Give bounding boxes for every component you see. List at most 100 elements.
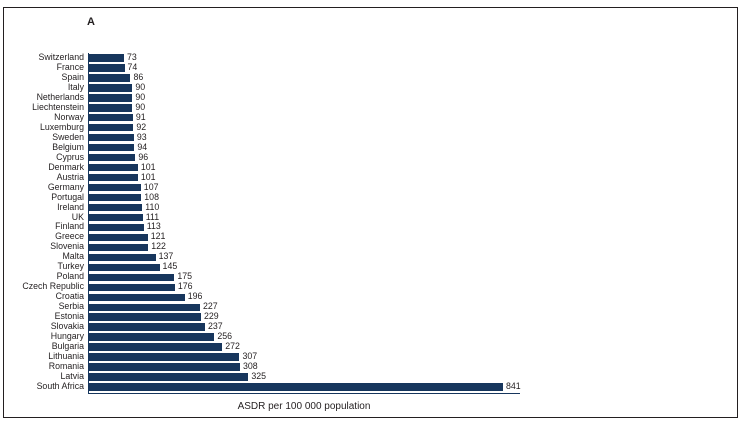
bar-row: Austria 101: [4, 171, 744, 183]
category-label: Germany: [47, 181, 84, 192]
bar-row: Bulgaria 272: [4, 341, 744, 352]
category-label: Bulgaria: [51, 341, 84, 352]
value-label: 93: [136, 131, 147, 142]
bar: [88, 94, 133, 102]
bar: [88, 253, 156, 262]
value-label: 111: [145, 211, 160, 222]
bar: [88, 323, 205, 331]
chart-frame-border: [3, 7, 738, 418]
bar: [88, 153, 136, 162]
bar: [88, 173, 138, 182]
y-axis-line: [88, 53, 90, 394]
value-label: 196: [187, 291, 203, 302]
bar-row: Belgium 94: [4, 141, 744, 153]
category-label: Cyprus: [56, 151, 84, 162]
category-label: Italy: [67, 81, 84, 92]
x-axis-title: ASDR per 100 000 population: [237, 401, 371, 412]
bar-row: Spain 86: [4, 71, 744, 83]
category-label: Denmark: [48, 161, 84, 172]
bar-row: Turkey 145: [4, 261, 744, 272]
value-label: 94: [137, 141, 148, 152]
category-label: Malta: [62, 251, 84, 262]
category-label: Hungary: [50, 331, 84, 342]
category-label: Spain: [61, 71, 85, 82]
value-label: 74: [127, 61, 138, 72]
bar: [88, 333, 215, 341]
category-label: Portugal: [51, 191, 84, 202]
category-label: Estonia: [54, 311, 84, 322]
value-label: 107: [143, 181, 159, 192]
value-label: 96: [138, 151, 149, 162]
category-label: Sweden: [52, 131, 84, 142]
category-label: Czech Republic: [22, 281, 84, 292]
value-label: 256: [217, 331, 232, 342]
bar-row: Hungary 256: [4, 331, 744, 342]
bar-row: Germany 107: [4, 181, 744, 193]
value-label: 272: [225, 341, 240, 352]
bar: [88, 223, 144, 232]
bar-row: Italy 90: [4, 81, 744, 93]
bar-row: Malta 137: [4, 251, 744, 262]
value-label: 90: [135, 91, 146, 102]
bar: [88, 273, 175, 281]
category-label: Luxemburg: [39, 121, 84, 132]
value-label: 113: [146, 221, 161, 232]
bar-row: Slovenia 122: [4, 241, 744, 252]
bar: [88, 383, 503, 391]
bar: [88, 144, 135, 152]
value-label: 122: [151, 241, 166, 252]
value-label: 137: [158, 251, 174, 262]
bar: [88, 163, 138, 172]
bar-row: Cyprus 96: [4, 151, 744, 163]
value-label: 227: [203, 301, 218, 312]
bar: [88, 283, 175, 291]
category-label: Austria: [56, 171, 84, 182]
category-label: France: [56, 61, 84, 72]
category-label: Liechtenstein: [32, 101, 84, 112]
bar-row: Latvia 325: [4, 371, 744, 382]
bar-row: Greece 121: [4, 231, 744, 242]
bar-row: Slovakia 237: [4, 321, 744, 332]
bar-row: Portugal 108: [4, 191, 744, 203]
bar-row: Romania 308: [4, 361, 744, 372]
bar: [88, 84, 133, 92]
value-label: 92: [136, 121, 147, 132]
category-label: Greece: [55, 231, 84, 242]
category-label: Poland: [56, 271, 84, 282]
category-label: South Africa: [36, 380, 84, 391]
category-label: Serbia: [58, 301, 84, 312]
category-label: Croatia: [55, 291, 84, 302]
category-label: UK: [71, 211, 84, 222]
bar-row: Czech Republic 176: [4, 281, 744, 292]
panel-label: A: [87, 16, 96, 28]
category-label: Ireland: [57, 201, 84, 212]
category-label: Switzerland: [38, 52, 84, 62]
category-label: Latvia: [60, 371, 84, 381]
bar-row: Switzerland 73: [4, 52, 744, 63]
value-label: 73: [127, 52, 137, 62]
value-label: 108: [144, 191, 159, 202]
bar-row: Estonia 229: [4, 311, 744, 322]
value-label: 90: [135, 81, 146, 92]
bar-row: Liechtenstein 90: [4, 101, 744, 113]
bar-row: Denmark 101: [4, 161, 744, 173]
value-label: 101: [140, 171, 156, 182]
bar-row: UK 111: [4, 211, 744, 223]
bar-row: Finland 113: [4, 221, 744, 232]
bar: [88, 104, 133, 112]
category-label: Belgium: [52, 141, 84, 152]
bar: [88, 313, 201, 321]
value-label: 841: [506, 380, 521, 391]
bar: [88, 54, 125, 62]
bar-row: Poland 175: [4, 271, 744, 282]
bar-row: Sweden 93: [4, 131, 744, 143]
bar-row: Ireland 110: [4, 201, 744, 213]
bar: [88, 114, 133, 122]
bar-rows-container: Switzerland 73 France 74 Spain 86 Italy 90 Nethe…: [4, 52, 744, 392]
bar: [88, 353, 240, 361]
bar: [88, 363, 240, 371]
category-label: Slovakia: [50, 321, 84, 332]
value-label: 229: [204, 311, 219, 322]
bar: [88, 343, 223, 351]
